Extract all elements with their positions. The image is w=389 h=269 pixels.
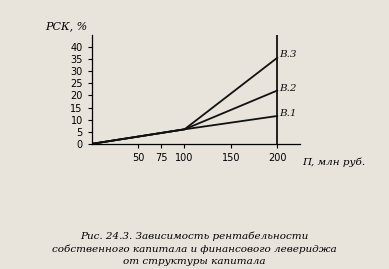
Text: В.2: В.2 (279, 84, 296, 93)
Text: В.1: В.1 (279, 109, 296, 118)
Text: П, млн руб.: П, млн руб. (302, 157, 365, 167)
Text: В.3: В.3 (279, 50, 296, 59)
Text: Рис. 24.3. Зависимость рентабельности
собственного капитала и финансового левери: Рис. 24.3. Зависимость рентабельности со… (52, 231, 337, 266)
Y-axis label: РСК, %: РСК, % (46, 22, 88, 31)
